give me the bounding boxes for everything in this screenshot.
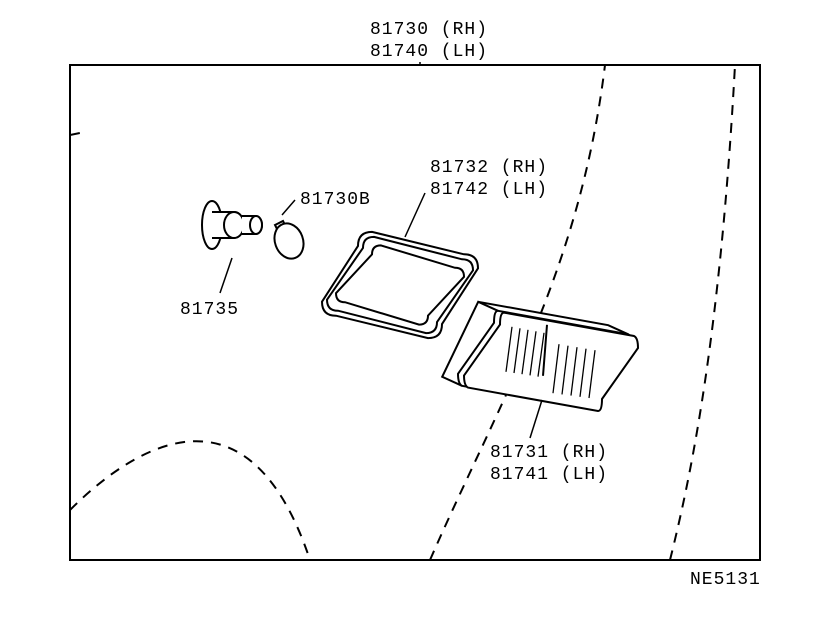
diagram-svg (0, 0, 816, 638)
label-gasket-lh: 81742 (LH) (430, 180, 548, 200)
label-diagram-code: NE5131 (690, 570, 761, 590)
diagram-canvas: 81730 (RH) 81740 (LH) 81735 81730B 81732… (0, 0, 816, 638)
part-lens (442, 302, 638, 411)
part-bulb (270, 219, 309, 262)
label-bulb: 81730B (300, 190, 371, 210)
label-lens-rh: 81731 (RH) (490, 443, 608, 463)
part-socket (202, 201, 262, 249)
parts-group (202, 201, 638, 411)
label-assembly-lh: 81740 (LH) (370, 42, 488, 62)
label-lens-lh: 81741 (LH) (490, 465, 608, 485)
label-gasket-rh: 81732 (RH) (430, 158, 548, 178)
label-assembly-rh: 81730 (RH) (370, 20, 488, 40)
part-gasket (322, 232, 478, 338)
label-socket: 81735 (180, 300, 239, 320)
